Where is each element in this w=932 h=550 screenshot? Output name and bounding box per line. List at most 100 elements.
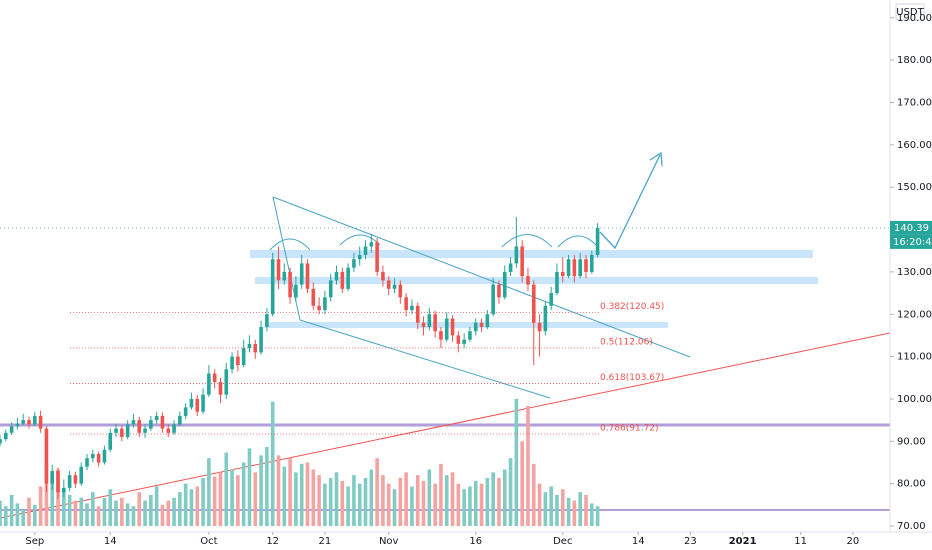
candle-body <box>439 331 443 340</box>
candle-body <box>357 254 362 260</box>
fib-label: 0.382(120.45) <box>600 302 664 312</box>
volume-bar <box>265 446 269 526</box>
candle-body <box>334 271 339 281</box>
candle-body <box>433 314 437 332</box>
candle-body <box>276 259 281 281</box>
x-tick-label: Nov <box>379 536 399 547</box>
trend-line <box>299 319 551 399</box>
volume-bar <box>352 475 356 526</box>
candle-body <box>363 246 368 255</box>
candle-body <box>253 343 258 353</box>
candle-body <box>514 246 519 264</box>
volume-bar <box>334 472 339 526</box>
candle-body <box>479 322 484 327</box>
volume-bar <box>473 480 478 526</box>
last-price: 140.39 <box>894 223 929 234</box>
volume-bar <box>468 486 472 526</box>
volume-bar <box>212 476 217 526</box>
volume-bar <box>259 455 263 526</box>
candle-body <box>241 348 246 366</box>
volume-bar <box>549 486 553 526</box>
volume-bar <box>363 477 368 526</box>
candle-body <box>85 458 89 467</box>
volume-bar <box>79 497 84 526</box>
volume-bar <box>514 398 519 526</box>
candle-body <box>502 271 507 298</box>
candle-body <box>56 470 60 493</box>
candle-body <box>259 326 263 353</box>
candle-body <box>224 369 229 395</box>
zone <box>265 322 668 328</box>
candle-body <box>102 449 107 463</box>
volume-bar <box>555 494 559 526</box>
volume-bar <box>485 477 490 526</box>
x-tick-label: 14 <box>104 536 117 547</box>
candle-body <box>404 297 408 311</box>
x-tick-label: Sep <box>25 536 44 547</box>
candle-body <box>288 271 292 298</box>
candle-body <box>270 259 275 315</box>
volume-bar <box>67 494 72 526</box>
candle-body <box>410 305 414 311</box>
volume-bar <box>462 489 466 526</box>
candle-body <box>108 432 113 450</box>
volume-bar <box>189 489 194 526</box>
y-tick-label: 130.00 <box>897 267 932 278</box>
volume-bar <box>183 483 188 526</box>
candle-body <box>468 331 472 340</box>
y-tick-label: 80.00 <box>897 479 926 490</box>
candle-body <box>149 420 153 429</box>
candle-body <box>137 420 142 433</box>
candle-body <box>584 259 588 272</box>
candle-body <box>317 305 321 311</box>
x-tick-label: Dec <box>553 536 572 547</box>
volume-bar <box>108 489 113 526</box>
volume-bar <box>91 492 95 526</box>
candle-body <box>549 293 553 306</box>
candle-body <box>44 428 49 484</box>
volume-bar <box>386 483 391 526</box>
volume-bar <box>178 492 182 526</box>
volume-bar <box>44 462 49 526</box>
candle-body <box>282 271 287 281</box>
volume-bar <box>508 458 513 526</box>
volume-bar <box>560 489 565 526</box>
volume-bar <box>369 469 374 526</box>
volume-bar <box>526 405 530 526</box>
volume-bar <box>73 500 78 526</box>
candle-body <box>381 271 385 281</box>
candle-body <box>491 284 495 315</box>
candle-body <box>375 242 379 272</box>
candle-body <box>201 394 205 412</box>
candle-body <box>572 259 577 277</box>
volume-bar <box>270 401 275 526</box>
volume-bar <box>149 494 153 526</box>
candle-body <box>415 305 420 323</box>
candle-body <box>294 284 298 298</box>
candle-body <box>392 284 397 289</box>
volume-bar <box>299 463 304 526</box>
candle-body <box>183 407 188 416</box>
candle-body <box>352 259 356 268</box>
volume-bar <box>404 472 408 526</box>
last-price-box <box>890 220 932 235</box>
arc <box>269 234 599 251</box>
candle-body <box>195 398 200 412</box>
candle-body <box>73 475 78 484</box>
candle-body <box>154 415 159 421</box>
volume-bar <box>439 463 443 526</box>
volume-bar <box>195 486 200 526</box>
candle-body <box>33 415 37 425</box>
volume-bar <box>311 469 316 526</box>
candle-body <box>189 398 194 408</box>
candle-body <box>265 314 269 327</box>
trend-line <box>0 332 891 519</box>
volume-bar <box>236 475 240 526</box>
candle-body <box>450 318 455 336</box>
candle-body <box>328 280 333 298</box>
volume-bar <box>502 469 507 526</box>
candle-body <box>96 454 101 463</box>
volume-bar <box>9 494 14 526</box>
volume-bar <box>410 486 414 526</box>
volume-bar <box>305 462 310 526</box>
